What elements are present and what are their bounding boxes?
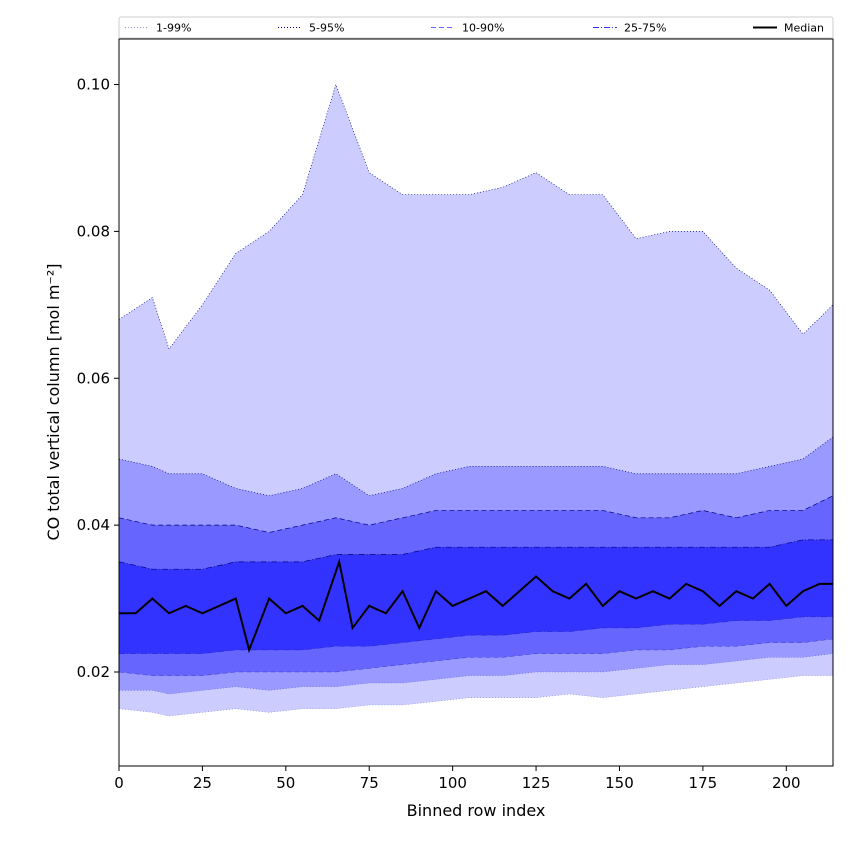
x-axis: 0 25 50 75 100 125 150 175 200 [114, 766, 801, 792]
median-line [119, 558, 833, 654]
legend-label: 1-99% [156, 22, 191, 35]
legend-label: Median [784, 22, 824, 35]
x-tick-label: 0 [114, 774, 124, 792]
legend: 1-99% 5-95% 10-90% 25-75% Median [118, 16, 834, 39]
legend-label: 10-90% [462, 22, 504, 35]
band-25-75-area [119, 539, 833, 654]
x-tick-label: 25 [193, 774, 212, 792]
y-tick-label: 0.06 [77, 369, 110, 387]
band-25-75-upper-edge [119, 539, 833, 570]
legend-label: 5-95% [309, 22, 344, 35]
median-layer [119, 558, 833, 654]
x-tick-label: 50 [276, 774, 295, 792]
band-10-90-upper-edge [119, 495, 833, 533]
y-tick-label: 0.10 [77, 76, 110, 94]
bands-layer [119, 83, 833, 717]
x-axis-label: Binned row index [407, 801, 546, 820]
y-tick-label: 0.08 [77, 222, 110, 240]
y-tick-label: 0.02 [77, 663, 110, 681]
band-10-90-lower-edge [119, 638, 833, 676]
y-axis: 0.02 0.04 0.06 0.08 0.10 [77, 76, 119, 681]
x-tick-label: 175 [689, 774, 718, 792]
x-tick-label: 125 [522, 774, 551, 792]
x-tick-label: 75 [360, 774, 379, 792]
x-tick-label: 200 [772, 774, 801, 792]
y-tick-label: 0.04 [77, 516, 110, 534]
y-axis-label: CO total vertical column [mol m⁻²] [44, 263, 63, 540]
plot-frame [118, 38, 834, 767]
band-25-75-lower-edge [119, 616, 833, 654]
legend-box [118, 16, 834, 39]
x-tick-label: 100 [438, 774, 467, 792]
x-tick-label: 150 [605, 774, 634, 792]
band-5-95-lower-edge [119, 653, 833, 695]
legend-label: 25-75% [624, 22, 666, 35]
